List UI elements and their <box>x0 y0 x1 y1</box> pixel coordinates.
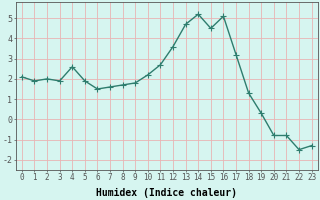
X-axis label: Humidex (Indice chaleur): Humidex (Indice chaleur) <box>96 188 237 198</box>
